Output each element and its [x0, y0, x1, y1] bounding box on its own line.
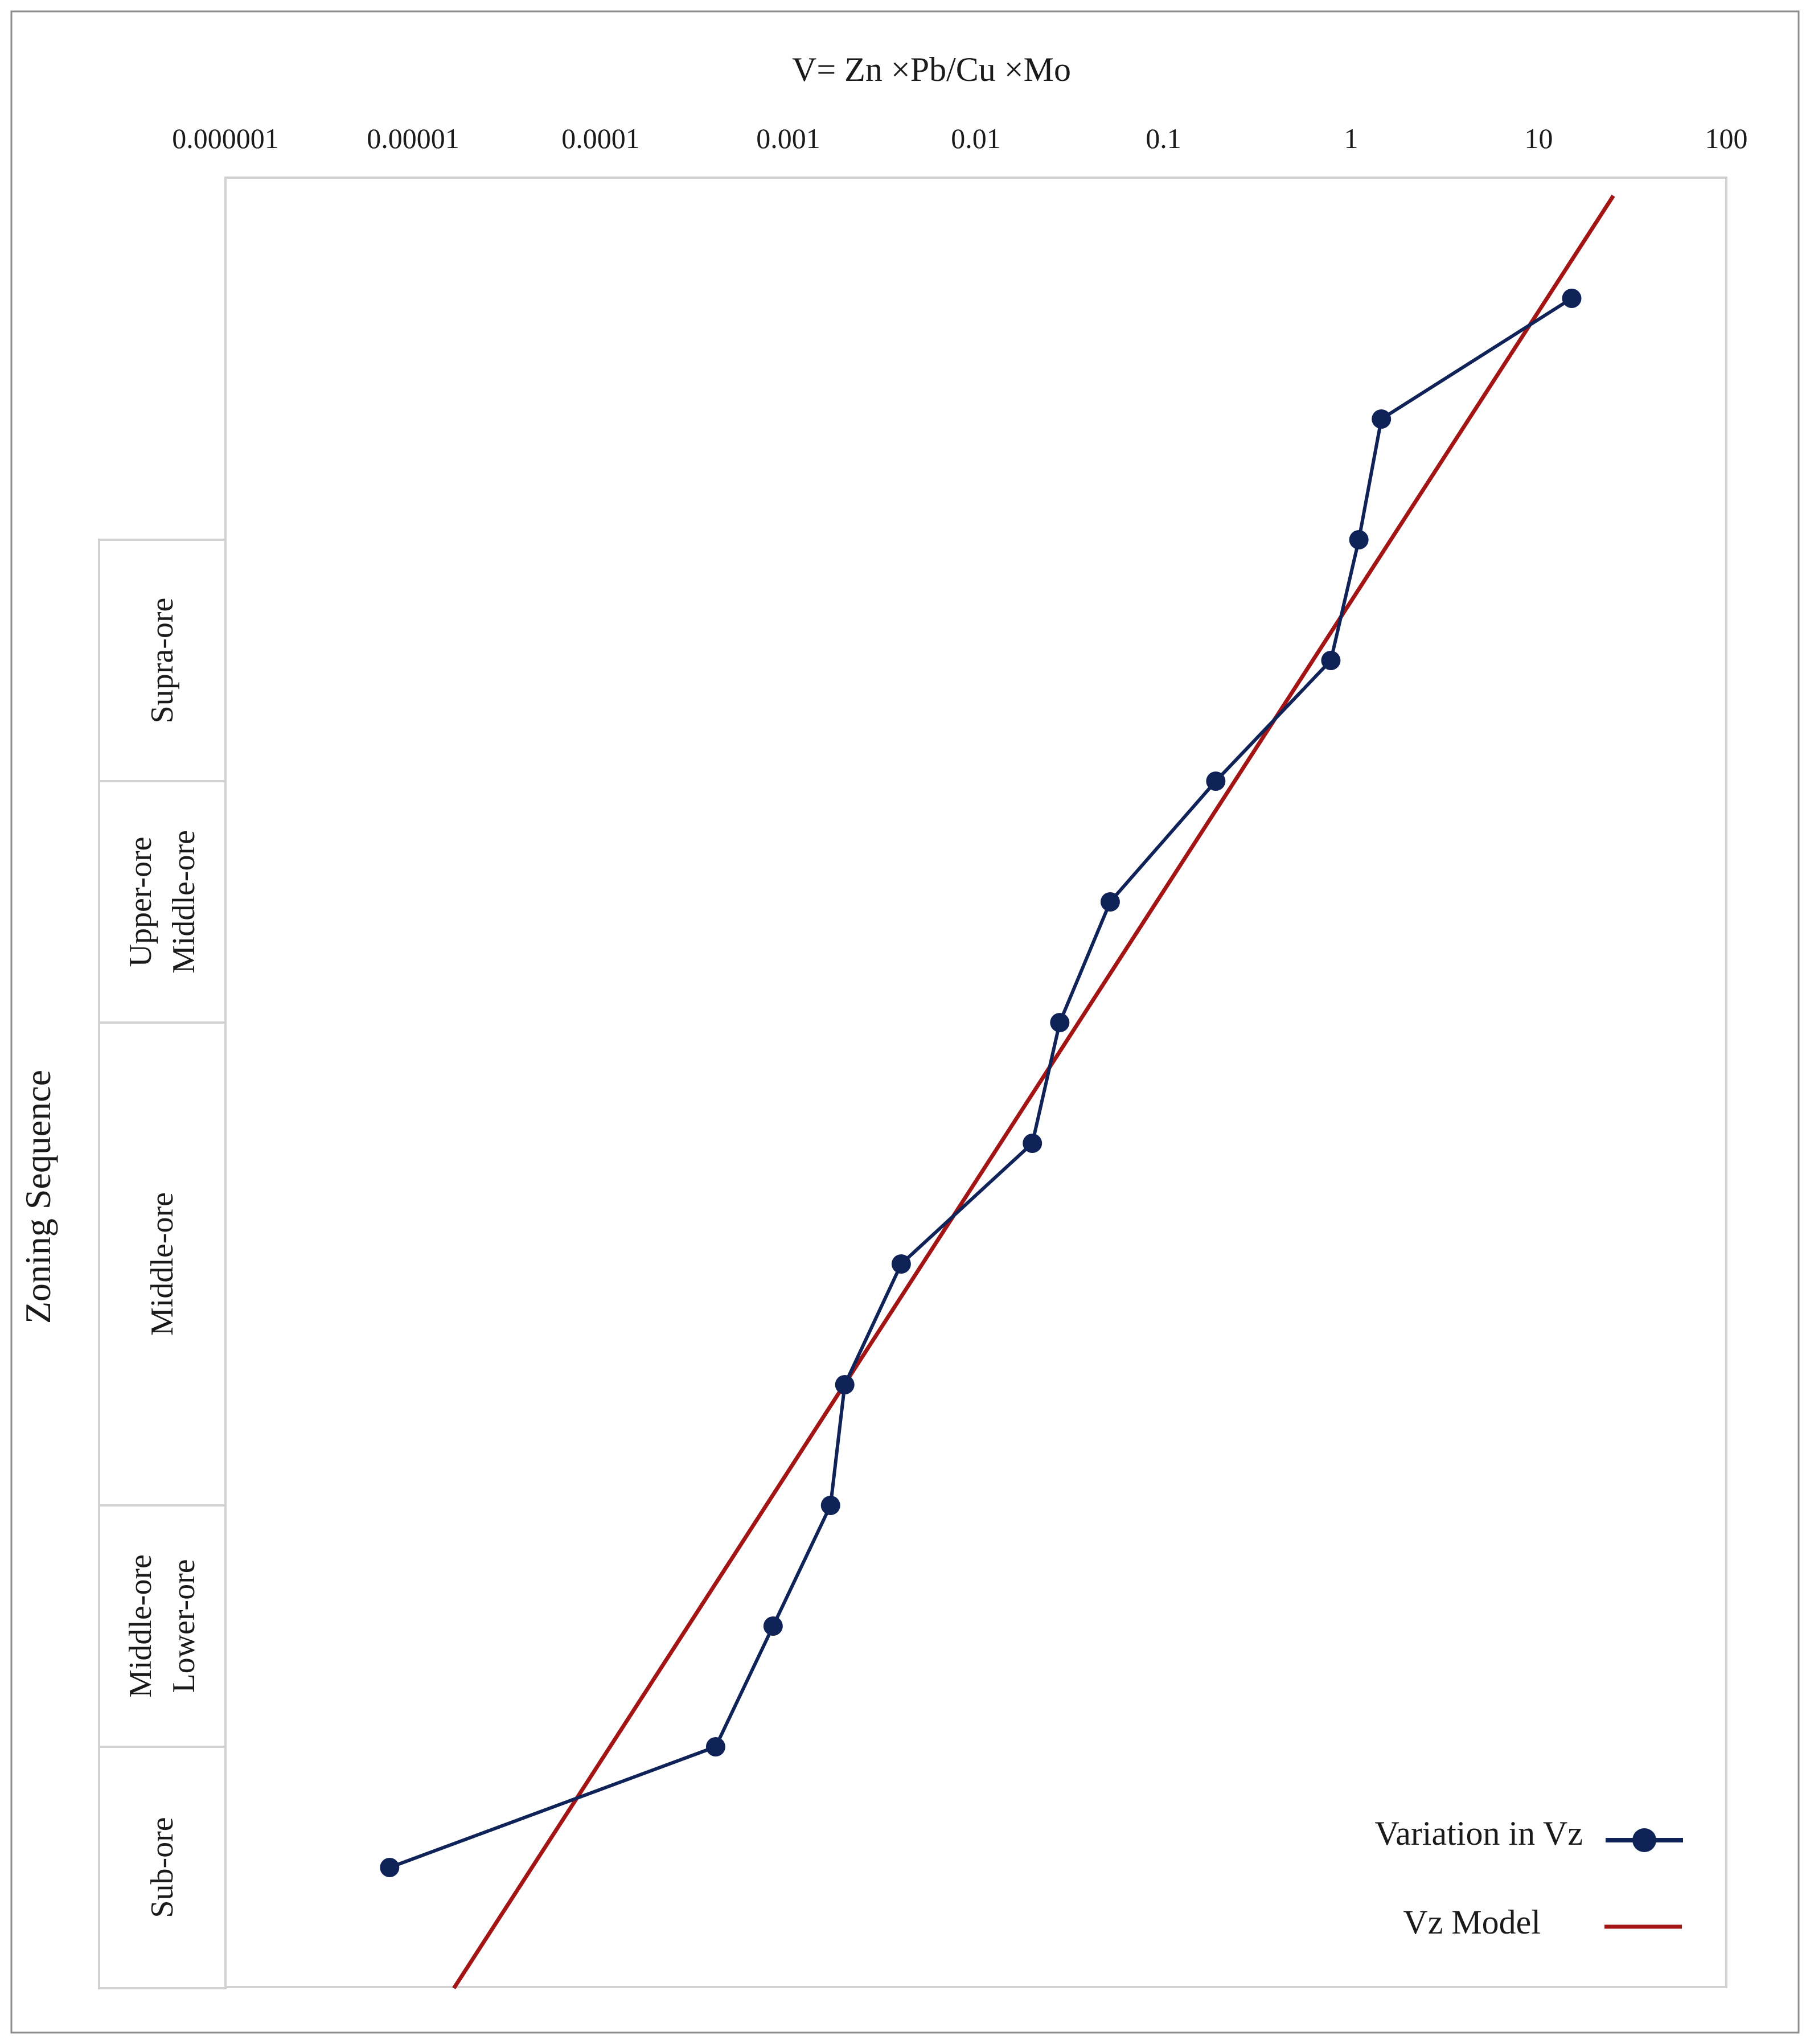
legend: Variation in Vz Vz Model: [1375, 1815, 1683, 1941]
x-tick-label: 10: [1525, 122, 1553, 154]
vz-data-point: [1206, 771, 1226, 791]
vz-data-point: [705, 1737, 725, 1756]
x-tick-labels: 0.000001 0.00001 0.0001 0.001 0.01 0.1 1 10 100: [172, 122, 1747, 154]
zone-label: Middle-ore: [145, 1192, 180, 1336]
vz-data-point: [380, 1858, 400, 1877]
zone-label: Lower-ore: [166, 1559, 202, 1693]
vz-data-point: [1023, 1134, 1043, 1153]
legend-marker-variation: [1632, 1828, 1656, 1852]
x-tick-label: 100: [1705, 122, 1748, 154]
vz-data-point: [1321, 651, 1341, 670]
vz-data-point: [1562, 289, 1582, 308]
zone-box-supra-ore: [98, 539, 227, 782]
vz-data-point: [891, 1254, 911, 1274]
zone-box-middle-ore: [98, 1021, 227, 1507]
vz-data-point: [763, 1616, 783, 1636]
figure-frame: [10, 10, 1800, 2034]
vz-data-point: [1372, 409, 1392, 429]
zone-box-middle-lower: [98, 1504, 227, 1748]
vz-data-point: [1349, 530, 1369, 549]
x-tick-label: 0.01: [951, 122, 1001, 154]
x-tick-label: 0.1: [1146, 122, 1181, 154]
x-tick-label: 0.0001: [561, 122, 640, 154]
zone-label: Middle-ore: [166, 830, 202, 974]
zone-label: Sub-ore: [145, 1817, 180, 1918]
chart-title: V= Zn ×Pb/Cu ×Mo: [792, 51, 1071, 88]
legend-label-model: Vz Model: [1403, 1903, 1541, 1941]
zone-label: Supra-ore: [145, 598, 180, 724]
x-tick-label: 0.000001: [172, 122, 279, 154]
series-layer: [380, 194, 1615, 1989]
y-axis-label: Zoning Sequence: [18, 1070, 58, 1324]
zone-label: Upper-ore: [123, 837, 158, 967]
vz-data-point: [1050, 1013, 1070, 1032]
legend-label-variation: Variation in Vz: [1375, 1815, 1583, 1852]
vz-model-line: [452, 194, 1615, 1989]
vz-data-point: [835, 1375, 855, 1394]
x-tick-label: 1: [1344, 122, 1358, 154]
vz-data-point: [1100, 892, 1120, 912]
zone-label: Middle-ore: [123, 1554, 158, 1698]
vz-data-point: [820, 1496, 840, 1515]
zone-box-sub-ore: [98, 1746, 227, 1989]
zone-box-upper-middle: [98, 780, 227, 1024]
x-tick-label: 0.00001: [367, 122, 459, 154]
x-tick-label: 0.001: [756, 122, 820, 154]
vz-variation-line: [389, 297, 1573, 1869]
